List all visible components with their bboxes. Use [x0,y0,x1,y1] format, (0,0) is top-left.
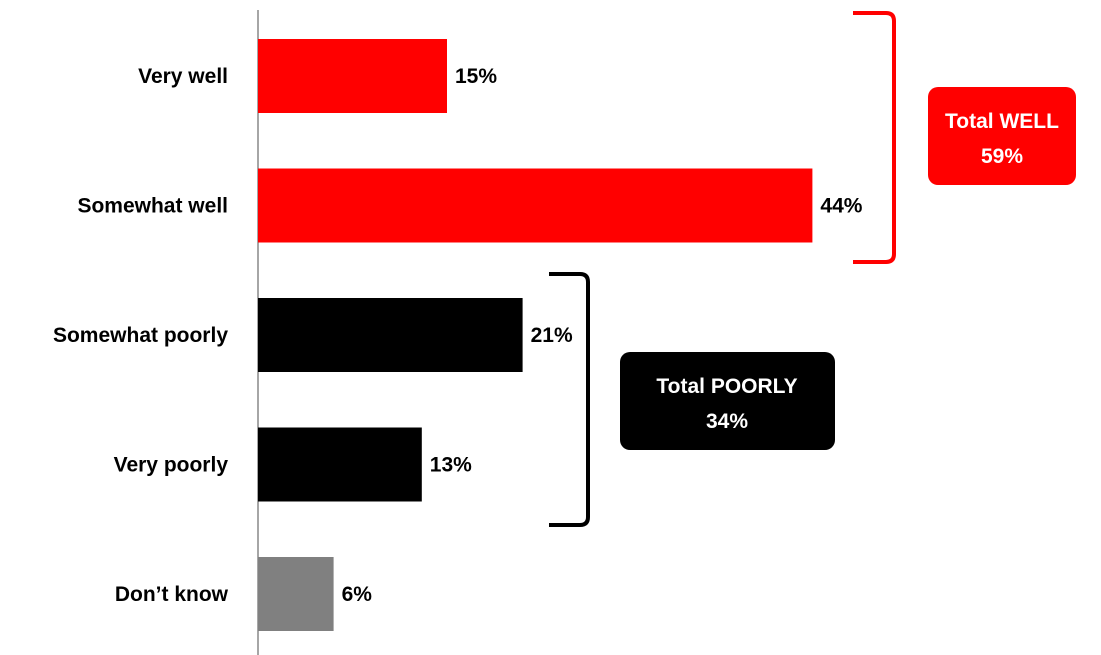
total-poorly-box: Total POORLY 34% [620,352,835,450]
bar-very-poorly [258,427,422,502]
category-label-very-well: Very well [138,65,228,88]
total-poorly-bracket [549,272,590,527]
value-label-very-poorly: 13% [430,454,472,477]
total-well-value: 59% [981,145,1023,168]
bars-layer: Very well 15% Somewhat well 44% Somewhat poo… [53,39,863,631]
total-well-box: Total WELL 59% [928,87,1076,185]
category-label-very-poorly: Very poorly [114,454,229,477]
bar-very-well [258,39,447,113]
category-label-somewhat-poorly: Somewhat poorly [53,324,228,347]
category-label-don-t-know: Don’t know [115,583,229,606]
bar-somewhat-poorly [258,298,523,372]
total-poorly-title: Total POORLY [656,375,797,398]
total-well-background [928,87,1076,185]
value-label-don-t-know: 6% [342,583,373,606]
total-poorly-value: 34% [706,410,748,433]
value-label-somewhat-poorly: 21% [531,324,573,347]
bar-somewhat-well [258,168,813,243]
total-well-bracket [853,11,896,264]
total-well-title: Total WELL [945,110,1059,133]
value-label-very-well: 15% [455,65,497,88]
category-label-somewhat-well: Somewhat well [77,195,228,218]
value-label-somewhat-well: 44% [820,195,862,218]
bar-don-t-know [258,557,334,631]
total-poorly-background [620,352,835,450]
